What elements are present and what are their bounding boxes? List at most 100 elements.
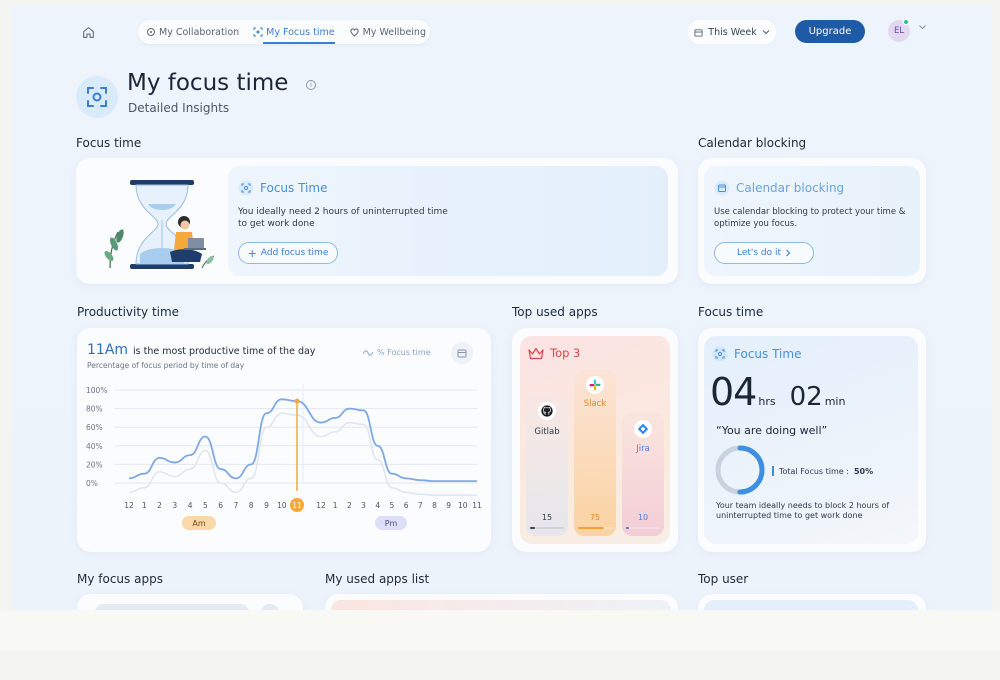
focus-apps-search-bar[interactable]	[95, 604, 249, 610]
total-focus-value: 50%	[853, 466, 874, 476]
x-tick-label: 12	[316, 501, 326, 510]
app-name-gitlab: Gitlab	[534, 427, 560, 437]
calendar-blocking-info: Calendar blocking Use calendar blocking …	[704, 166, 920, 276]
lets-do-it-button[interactable]: Let's do it	[714, 242, 814, 264]
upgrade-button[interactable]: Upgrade	[795, 20, 865, 43]
slack-icon	[586, 376, 604, 394]
top-apps-panel: Top 3 Gitlab 15 Slack 75	[520, 336, 670, 544]
tab-label: My Wellbeing	[362, 26, 426, 38]
app-bar-gitlab	[530, 527, 564, 529]
focus-summary-title: Focus Time	[734, 347, 802, 361]
my-focus-apps-card	[77, 594, 303, 610]
focus-quote: “You are doing well”	[716, 424, 828, 437]
add-focus-time-label: Add focus time	[260, 248, 329, 258]
wellbeing-icon	[349, 28, 359, 37]
x-tick-label: 9	[264, 501, 269, 510]
focus-icon	[712, 346, 728, 362]
section-title-productivity-time: Productivity time	[77, 305, 180, 319]
x-tick-label: 9	[446, 501, 451, 510]
focus-card-title: Focus Time	[260, 181, 328, 195]
account-menu-chevron-icon[interactable]	[918, 24, 927, 30]
home-icon	[82, 26, 94, 38]
focus-progress-ring	[715, 445, 765, 495]
productive-time-value: 11Am	[87, 342, 129, 358]
app-name-jira: Jira	[636, 444, 650, 454]
gitlab-icon	[538, 402, 556, 420]
hourglass-illustration	[104, 180, 215, 269]
top-user-panel	[704, 600, 918, 610]
app-name-slack: Slack	[583, 399, 607, 409]
x-tick-label: 6	[218, 501, 223, 510]
tab-my-collaboration[interactable]: My Collaboration	[146, 27, 239, 38]
calendar-block-icon	[714, 180, 730, 196]
pm-badge[interactable]: Pm	[375, 516, 407, 530]
focus-icon	[238, 180, 254, 196]
tab-my-focus-time[interactable]: My Focus time	[253, 26, 336, 44]
my-used-apps-list-card	[325, 594, 678, 610]
app-bar-slack	[578, 527, 612, 529]
calendar-blocking-card: Calendar blocking Use calendar blocking …	[698, 158, 926, 284]
x-tick-label: 8	[249, 501, 254, 510]
focus-card-text-line1: You ideally need 2 hours of uninterrupte…	[238, 207, 448, 217]
app-column-jira[interactable]: Jira 10	[622, 412, 664, 536]
focus-hours: 04	[710, 370, 757, 414]
section-title-my-used-apps-list: My used apps list	[325, 572, 430, 586]
x-tick-label: 1	[142, 501, 147, 510]
used-apps-list-header	[331, 600, 671, 610]
highlight-point	[294, 398, 300, 404]
jira-icon	[634, 420, 652, 438]
y-tick-label: 0%	[86, 479, 98, 488]
period-select[interactable]: This Week	[688, 20, 776, 44]
x-tick-label: 7	[418, 501, 423, 510]
app-progress-gitlab	[530, 527, 536, 529]
am-badge[interactable]: Am	[182, 516, 216, 530]
avatar[interactable]: EL	[888, 20, 910, 42]
section-title-focus-time-summary: Focus time	[698, 305, 764, 319]
x-tick-label: 11	[472, 501, 482, 510]
online-status-dot	[903, 19, 909, 25]
app-column-slack[interactable]: Slack 75	[574, 370, 616, 536]
focus-apps-action-button[interactable]	[261, 604, 279, 610]
app-progress-jira	[626, 527, 630, 529]
top-used-apps-card: Top 3 Gitlab 15 Slack 75	[512, 328, 678, 552]
tab-my-wellbeing[interactable]: My Wellbeing	[349, 27, 426, 38]
legend-label: % Focus time	[377, 348, 431, 357]
section-title-focus-time: Focus time	[76, 136, 142, 150]
y-tick-label: 80%	[86, 405, 103, 414]
x-tick-label: 8	[432, 501, 437, 510]
y-tick-label: 20%	[86, 460, 103, 469]
info-icon[interactable]: i	[306, 80, 316, 90]
x-tick-label: 3	[172, 501, 177, 510]
x-tick-label-highlight: 11	[292, 501, 302, 510]
app-column-gitlab[interactable]: Gitlab 15	[526, 394, 568, 536]
focus-note-line1: Your team ideally needs to block 2 hours…	[716, 501, 890, 510]
chart-calendar-button[interactable]	[451, 342, 473, 364]
tab-label: My Focus time	[266, 26, 335, 38]
y-tick-label: 40%	[86, 442, 103, 451]
app-value-jira: 10	[637, 513, 649, 522]
home-button[interactable]	[78, 22, 98, 42]
app-value-gitlab: 15	[541, 513, 553, 522]
calendar-card-title: Calendar blocking	[736, 181, 845, 195]
focus-time-card: Focus Time You ideally need 2 hours of u…	[76, 158, 678, 284]
app-bar-jira	[626, 527, 660, 529]
series-shadow-line	[128, 412, 477, 496]
crown-icon	[528, 347, 544, 359]
top3-title: Top 3	[550, 346, 581, 360]
legend-wave-icon	[363, 349, 373, 356]
add-focus-time-button[interactable]: + Add focus time	[238, 242, 338, 264]
productivity-chart: 100%80%60%40%20%0%12 1 2 3 4 5 6 7 8 9 10 11 12 1 2 3 4 5…	[86, 384, 482, 512]
app-value-slack: 75	[589, 513, 601, 522]
calendar-card-text-line1: Use calendar blocking to protect your ti…	[714, 207, 906, 217]
chart-legend: % Focus time	[363, 348, 431, 357]
chevron-down-icon	[762, 30, 770, 35]
y-tick-label: 100%	[86, 386, 107, 395]
y-tick-label: 60%	[86, 423, 103, 432]
section-title-my-focus-apps: My focus apps	[77, 572, 163, 586]
focus-minutes: 02	[789, 382, 823, 412]
total-focus-label: Total Focus time :	[779, 466, 849, 476]
calendar-card-text-line2: optimize you focus.	[714, 219, 798, 229]
x-tick-label: 7	[234, 501, 239, 510]
plus-icon: +	[247, 246, 257, 260]
focus-target-icon	[87, 87, 107, 107]
